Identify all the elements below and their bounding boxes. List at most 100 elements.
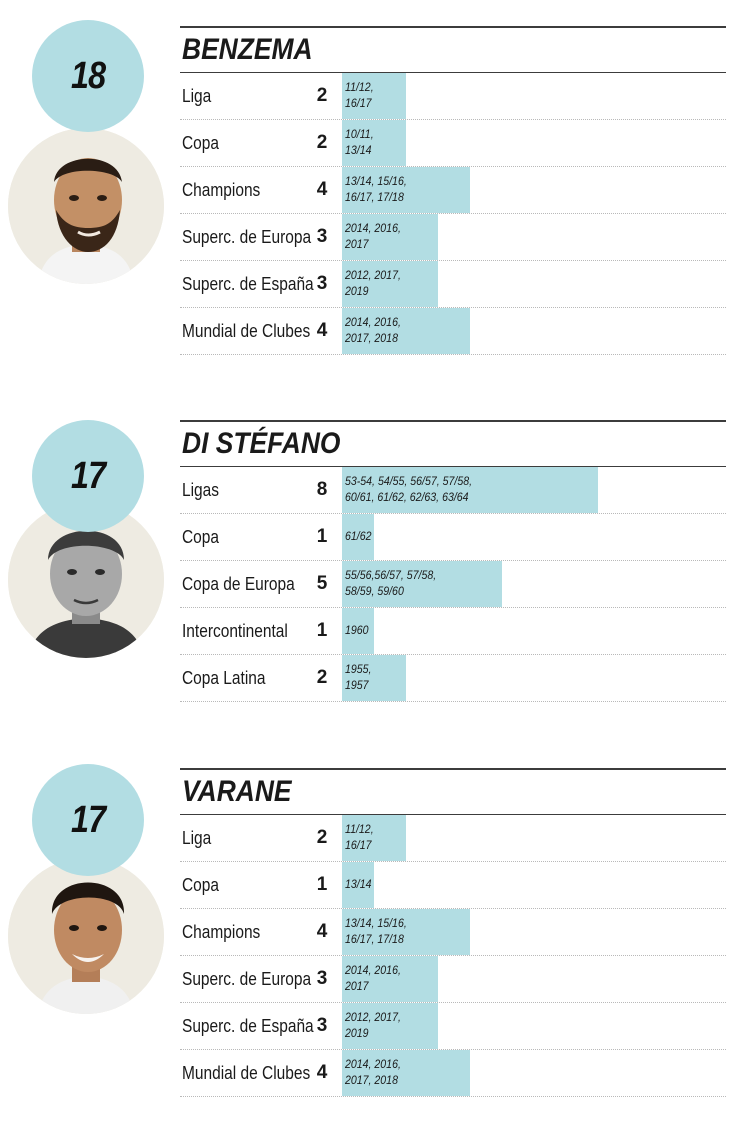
title-count: 17 [70,798,106,841]
seasons-label: 2014, 2016, 2017, 2018 [345,317,401,345]
title-bar [342,214,438,260]
title-count-value: 8 [316,479,328,500]
divider [180,814,726,815]
seasons-label: 2012, 2017, 2019 [345,270,401,298]
title-bar [342,655,406,701]
table-row: Champions 4 13/14, 15/16, 16/17, 17/18 [180,167,726,214]
seasons-label: 2014, 2016, 2017 [345,965,401,993]
title-bar [342,561,502,607]
competition-label: Superc. de España [182,1016,314,1036]
table-row: Copa 2 10/11, 13/14 [180,120,726,167]
competition-label: Copa [182,133,220,153]
table-row: Copa Latina 2 1955, 1957 [180,655,726,702]
title-bar [342,909,470,955]
competition-label: Copa de Europa [182,574,295,594]
title-count-value: 1 [316,620,328,641]
competition-label: Copa [182,875,220,895]
title-bar [342,608,374,654]
title-count-value: 3 [316,1015,328,1036]
title-bar [342,73,406,119]
title-count-value: 1 [316,526,328,547]
table-row: Mundial de Clubes 4 2014, 2016, 2017, 2018 [180,308,726,355]
competition-label: Liga [182,828,212,848]
player-name: BENZEMA [182,33,313,66]
titles-table: VARANE Liga 2 11/12, 16/17 Copa 1 13/14 Champi… [180,768,726,1097]
table-row: Liga 2 11/12, 16/17 [180,815,726,862]
title-count-value: 3 [316,273,328,294]
competition-label: Mundial de Clubes [182,321,311,341]
title-count-value: 2 [316,132,328,153]
title-count-value: 4 [316,320,328,341]
seasons-label: 1960 [345,625,369,637]
title-bar [342,514,374,560]
title-bar [342,167,470,213]
competition-label: Superc. de Europa [182,227,312,247]
divider [180,466,726,467]
seasons-label: 11/12, 16/17 [345,82,374,110]
table-row: Champions 4 13/14, 15/16, 16/17, 17/18 [180,909,726,956]
divider [180,768,726,770]
seasons-label: 13/14, 15/16, 16/17, 17/18 [345,918,407,946]
seasons-label: 55/56,56/57, 57/58, 58/59, 59/60 [345,570,437,598]
player-photo-icon [8,128,164,284]
title-bar [342,1003,438,1049]
table-row: Mundial de Clubes 4 2014, 2016, 2017, 2018 [180,1050,726,1097]
title-count-value: 4 [316,179,328,200]
table-row: Copa de Europa 5 55/56,56/57, 57/58, 58/59… [180,561,726,608]
title-bar [342,308,470,354]
title-count-value: 5 [316,573,328,594]
seasons-label: 2014, 2016, 2017, 2018 [345,1059,401,1087]
titles-table: DI STÉFANO Ligas 8 53-54, 54/55, 56/57, 57… [180,420,726,702]
title-count-value: 2 [316,827,328,848]
competition-label: Champions [182,180,261,200]
seasons-label: 2014, 2016, 2017 [345,223,401,251]
title-count-value: 3 [316,226,328,247]
competition-label: Copa Latina [182,668,266,688]
title-bar [342,815,406,861]
seasons-label: 13/14, 15/16, 16/17, 17/18 [345,176,407,204]
competition-label: Intercontinental [182,621,288,641]
title-count-value: 2 [316,85,328,106]
competition-label: Ligas [182,480,220,500]
table-row: Ligas 8 53-54, 54/55, 56/57, 57/58, 60/61,… [180,467,726,514]
title-count: 17 [70,454,106,497]
player-name: VARANE [182,775,292,808]
divider [180,26,726,28]
title-count-value: 1 [316,874,328,895]
seasons-label: 10/11, 13/14 [345,129,374,157]
divider [180,72,726,73]
title-bar [342,261,438,307]
title-bar [342,467,598,513]
seasons-label: 11/12, 16/17 [345,824,374,852]
title-count-value: 4 [316,921,328,942]
table-row: Intercontinental 1 1960 [180,608,726,655]
player-name: DI STÉFANO [182,427,341,460]
competition-label: Copa [182,527,220,547]
player-photo-icon [8,858,164,1014]
competition-label: Mundial de Clubes [182,1063,311,1083]
title-count-badge: 17 [32,764,144,876]
table-row: Copa 1 61/62 [180,514,726,561]
seasons-label: 53-54, 54/55, 56/57, 57/58, 60/61, 61/62… [345,476,473,504]
title-count-value: 3 [316,968,328,989]
titles-table: BENZEMA Liga 2 11/12, 16/17 Copa 2 10/11, 13/… [180,26,726,355]
table-row: Superc. de Europa 3 2014, 2016, 2017 [180,956,726,1003]
title-bar [342,120,406,166]
competition-label: Superc. de Europa [182,969,312,989]
divider [180,420,726,422]
table-row: Copa 1 13/14 [180,862,726,909]
seasons-label: 61/62 [345,531,372,543]
table-row: Liga 2 11/12, 16/17 [180,73,726,120]
title-bar [342,1050,470,1096]
competition-label: Superc. de España [182,274,314,294]
table-row: Superc. de Europa 3 2014, 2016, 2017 [180,214,726,261]
table-row: Superc. de España 3 2012, 2017, 2019 [180,261,726,308]
table-row: Superc. de España 3 2012, 2017, 2019 [180,1003,726,1050]
title-count-badge: 17 [32,420,144,532]
title-count-value: 2 [316,667,328,688]
title-count-badge: 18 [32,20,144,132]
seasons-label: 13/14 [345,879,372,891]
title-bar [342,862,374,908]
title-count-value: 4 [316,1062,328,1083]
competition-label: Liga [182,86,212,106]
